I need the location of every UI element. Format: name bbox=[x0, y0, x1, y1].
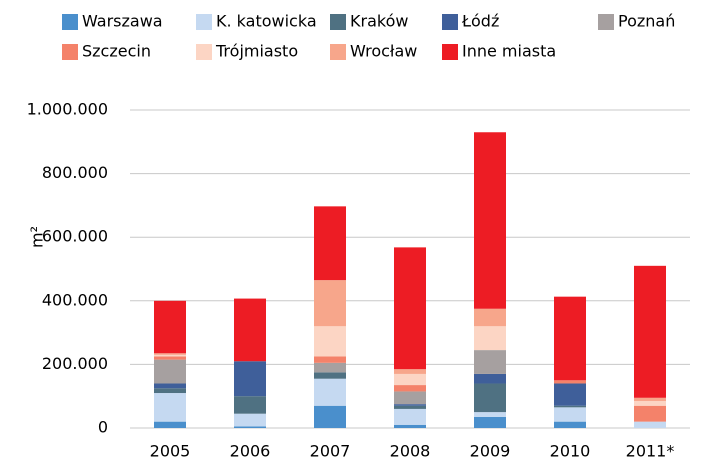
bar-segment bbox=[554, 383, 586, 406]
y-tick-label: 0 bbox=[98, 418, 108, 437]
y-tick-label: 600.000 bbox=[42, 227, 108, 246]
x-tick-label: 2008 bbox=[390, 442, 431, 461]
bar-segment bbox=[474, 412, 506, 417]
bar-segment bbox=[474, 383, 506, 413]
y-tick-label: 200.000 bbox=[42, 354, 108, 373]
legend-swatch bbox=[598, 14, 614, 30]
bar-segment bbox=[154, 359, 186, 384]
bar-segment bbox=[394, 424, 426, 428]
bar-segment bbox=[234, 298, 266, 362]
bar-segment bbox=[154, 300, 186, 354]
x-tick-label: 2007 bbox=[310, 442, 351, 461]
bar-segment bbox=[474, 308, 506, 327]
legend-label: Szczecin bbox=[82, 42, 151, 61]
bar-segment bbox=[474, 132, 506, 309]
legend-label: Poznań bbox=[618, 12, 675, 31]
bar-segment bbox=[554, 405, 586, 408]
legend-label: Łódź bbox=[461, 12, 499, 31]
bar-segment bbox=[634, 405, 666, 422]
bar-segment bbox=[314, 405, 346, 428]
x-tick-label: 2011* bbox=[626, 442, 675, 461]
bar-segment bbox=[314, 372, 346, 379]
legend-swatch bbox=[330, 44, 346, 60]
legend-swatch bbox=[442, 14, 458, 30]
legend-swatch bbox=[62, 44, 78, 60]
legend-swatch bbox=[442, 44, 458, 60]
bar-segment bbox=[154, 353, 186, 355]
bar-segment bbox=[234, 361, 266, 397]
legend-label: Inne miasta bbox=[462, 42, 556, 61]
bar-segment bbox=[394, 408, 426, 425]
legend-label: Warszawa bbox=[82, 12, 163, 31]
bar-segment bbox=[154, 421, 186, 428]
y-tick-label: 800.000 bbox=[42, 163, 108, 182]
bar-segment bbox=[314, 206, 346, 281]
bar-segment bbox=[154, 383, 186, 389]
bar-segment bbox=[554, 407, 586, 422]
bar-segment bbox=[554, 380, 586, 384]
bar-segment bbox=[474, 326, 506, 351]
bar-segment bbox=[234, 426, 266, 428]
legend-swatch bbox=[62, 14, 78, 30]
legend-swatch bbox=[196, 44, 212, 60]
bar-segment bbox=[154, 393, 186, 422]
bar-segment bbox=[394, 373, 426, 386]
bar-segment bbox=[234, 396, 266, 414]
legend-label: Kraków bbox=[350, 12, 408, 31]
bar-segment bbox=[474, 350, 506, 374]
bar-segment bbox=[554, 421, 586, 428]
bar-segment bbox=[634, 397, 666, 401]
y-axis-label: m² bbox=[28, 226, 47, 248]
bar-segment bbox=[154, 388, 186, 394]
bar-segment bbox=[314, 326, 346, 357]
bar-segment bbox=[634, 400, 666, 406]
bar-segment bbox=[394, 369, 426, 374]
bar-segment bbox=[634, 265, 666, 398]
bar-segment bbox=[554, 296, 586, 381]
bar-segment bbox=[154, 354, 186, 357]
bar-segment bbox=[474, 373, 506, 384]
y-tick-label: 1.000.000 bbox=[27, 100, 108, 119]
bar-segment bbox=[474, 416, 506, 428]
legend-label: Trójmiasto bbox=[215, 42, 298, 61]
bar-segment bbox=[394, 405, 426, 409]
legend-swatch bbox=[196, 14, 212, 30]
x-tick-label: 2009 bbox=[470, 442, 511, 461]
bar-segment bbox=[394, 391, 426, 405]
legend-label: K. katowicka bbox=[216, 12, 317, 31]
bar-segment bbox=[314, 356, 346, 363]
legend-swatch bbox=[330, 14, 346, 30]
bar-segment bbox=[394, 404, 426, 406]
bar-segment bbox=[394, 247, 426, 370]
bar-segment bbox=[154, 356, 186, 360]
bar-segment bbox=[314, 362, 346, 373]
bar-segment bbox=[314, 378, 346, 406]
bar-segment bbox=[234, 413, 266, 427]
legend-label: Wrocław bbox=[350, 42, 417, 61]
y-tick-label: 400.000 bbox=[42, 290, 108, 309]
x-tick-label: 2005 bbox=[150, 442, 191, 461]
bar-segment bbox=[634, 421, 666, 428]
bar-segment bbox=[314, 280, 346, 327]
x-tick-label: 2010 bbox=[550, 442, 591, 461]
bar-segment bbox=[394, 385, 426, 392]
x-tick-label: 2006 bbox=[230, 442, 271, 461]
